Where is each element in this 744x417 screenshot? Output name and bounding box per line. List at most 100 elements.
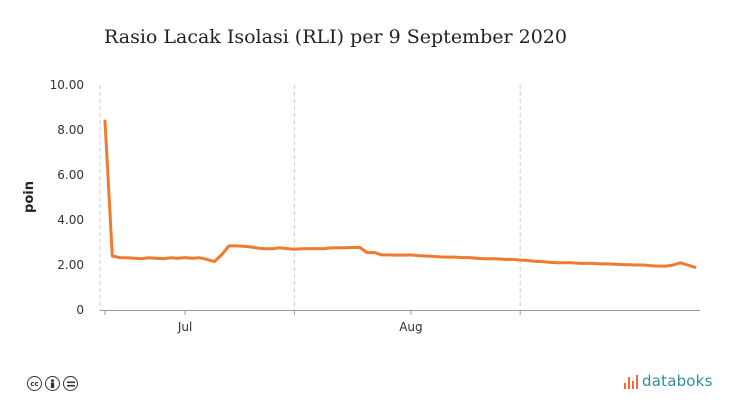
data-point[interactable] xyxy=(387,253,391,257)
data-point[interactable] xyxy=(489,257,493,261)
data-point[interactable] xyxy=(234,244,238,248)
data-point[interactable] xyxy=(598,262,602,266)
data-point[interactable] xyxy=(467,256,471,260)
data-point[interactable] xyxy=(627,263,631,267)
data-point[interactable] xyxy=(394,253,398,257)
data-point[interactable] xyxy=(482,257,486,261)
data-point[interactable] xyxy=(285,247,289,251)
data-point[interactable] xyxy=(241,244,245,248)
data-point[interactable] xyxy=(292,247,296,251)
data-point[interactable] xyxy=(657,264,661,268)
y-tick-label: 0 xyxy=(76,303,84,317)
data-point[interactable] xyxy=(118,256,122,260)
data-point[interactable] xyxy=(423,254,427,258)
data-point[interactable] xyxy=(576,261,580,265)
data-point[interactable] xyxy=(678,261,682,265)
x-tick-label: Jul xyxy=(177,320,192,334)
data-point[interactable] xyxy=(256,246,260,250)
data-point[interactable] xyxy=(125,256,129,260)
data-point[interactable] xyxy=(686,263,690,267)
data-point[interactable] xyxy=(649,264,653,268)
data-point[interactable] xyxy=(358,245,362,249)
data-point[interactable] xyxy=(591,261,595,265)
by-icon xyxy=(45,376,60,391)
data-point[interactable] xyxy=(504,257,508,261)
data-point[interactable] xyxy=(525,259,529,263)
data-point[interactable] xyxy=(671,263,675,267)
data-point[interactable] xyxy=(110,254,114,258)
data-point[interactable] xyxy=(183,256,187,260)
data-point[interactable] xyxy=(540,260,544,264)
y-axis-label: poin xyxy=(22,181,37,213)
data-point[interactable] xyxy=(190,256,194,260)
data-point[interactable] xyxy=(664,264,668,268)
data-point[interactable] xyxy=(445,255,449,259)
data-point[interactable] xyxy=(103,119,107,123)
data-point[interactable] xyxy=(380,253,384,257)
x-tick-label: Aug xyxy=(399,320,422,334)
data-point[interactable] xyxy=(511,257,515,261)
data-point[interactable] xyxy=(147,256,151,260)
data-point[interactable] xyxy=(198,256,202,260)
data-point[interactable] xyxy=(402,253,406,257)
data-point[interactable] xyxy=(693,265,697,269)
data-point[interactable] xyxy=(613,262,617,266)
data-point[interactable] xyxy=(373,251,377,255)
data-point[interactable] xyxy=(314,247,318,251)
data-point[interactable] xyxy=(606,262,610,266)
data-point[interactable] xyxy=(409,253,413,257)
data-point[interactable] xyxy=(227,244,231,248)
data-point[interactable] xyxy=(271,247,275,251)
data-point[interactable] xyxy=(139,257,143,261)
data-point[interactable] xyxy=(438,255,442,259)
data-point[interactable] xyxy=(322,247,326,251)
cc-icon: cc xyxy=(27,376,42,391)
data-point[interactable] xyxy=(562,261,566,265)
data-point[interactable] xyxy=(584,261,588,265)
license-icons: cc xyxy=(27,376,78,391)
data-point[interactable] xyxy=(431,254,435,258)
data-point[interactable] xyxy=(249,245,253,249)
data-point[interactable] xyxy=(307,247,311,251)
data-point[interactable] xyxy=(474,256,478,260)
nd-icon xyxy=(63,376,78,391)
data-point[interactable] xyxy=(205,257,209,261)
data-point[interactable] xyxy=(555,261,559,265)
data-point[interactable] xyxy=(161,257,165,261)
data-point[interactable] xyxy=(460,256,464,260)
data-point[interactable] xyxy=(453,255,457,259)
data-point[interactable] xyxy=(336,246,340,250)
brand-logo[interactable]: databoks xyxy=(624,372,713,390)
chart-title: Rasio Lacak Isolasi (RLI) per 9 Septembe… xyxy=(104,26,567,48)
data-point[interactable] xyxy=(278,246,282,250)
data-point[interactable] xyxy=(343,246,347,250)
data-point[interactable] xyxy=(635,263,639,267)
data-point[interactable] xyxy=(496,257,500,261)
data-point[interactable] xyxy=(329,246,333,250)
data-point[interactable] xyxy=(518,258,522,262)
data-point[interactable] xyxy=(533,259,537,263)
data-point[interactable] xyxy=(642,263,646,267)
y-tick-label: 6.00 xyxy=(57,168,84,182)
y-tick-label: 8.00 xyxy=(57,123,84,137)
equals-icon xyxy=(66,381,75,386)
data-point[interactable] xyxy=(300,247,304,251)
data-point[interactable] xyxy=(220,253,224,257)
data-point[interactable] xyxy=(169,256,173,260)
data-point[interactable] xyxy=(365,251,369,255)
data-point[interactable] xyxy=(547,260,551,264)
data-point[interactable] xyxy=(351,245,355,249)
y-tick-label: 2.00 xyxy=(57,258,84,272)
y-tick-label: 4.00 xyxy=(57,213,84,227)
series-line-0[interactable] xyxy=(103,119,697,269)
data-point[interactable] xyxy=(154,256,158,260)
data-point[interactable] xyxy=(620,263,624,267)
data-point[interactable] xyxy=(176,256,180,260)
person-icon xyxy=(50,378,55,388)
data-point[interactable] xyxy=(416,254,420,258)
data-point[interactable] xyxy=(212,260,216,264)
data-point[interactable] xyxy=(569,261,573,265)
brand-name: databoks xyxy=(642,372,713,390)
data-point[interactable] xyxy=(263,247,267,251)
data-point[interactable] xyxy=(132,256,136,260)
